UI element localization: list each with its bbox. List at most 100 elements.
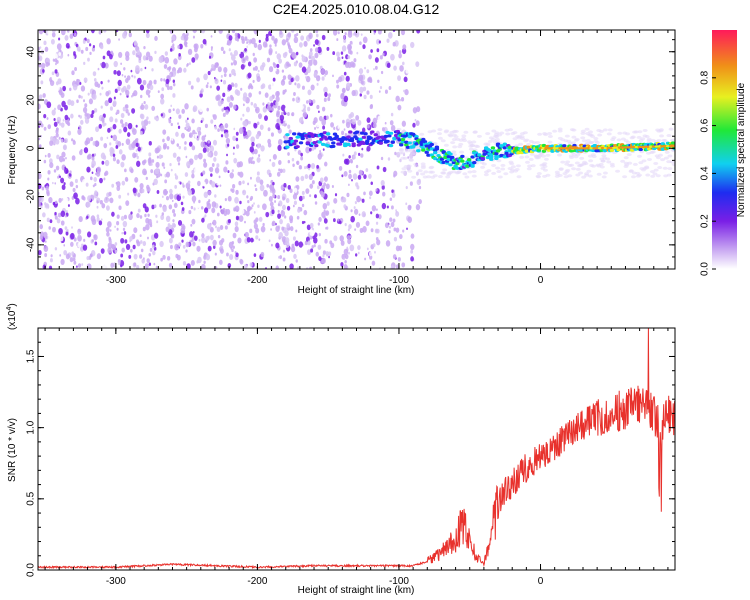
- spectrogram-noise-point: [178, 67, 183, 73]
- spectrogram-track-point: [448, 163, 453, 167]
- spectrogram-haze-point: [596, 172, 602, 176]
- spectrogram-noise-point: [163, 142, 167, 149]
- spectrogram-noise-point: [293, 200, 297, 206]
- spectrogram-noise-point: [58, 37, 61, 41]
- spectrogram-track-point: [385, 130, 390, 135]
- spectrogram-noise-point: [156, 115, 159, 118]
- spectrogram-noise-point: [349, 244, 355, 252]
- spectrogram-noise-point: [188, 117, 192, 122]
- spectrogram-noise-point: [149, 247, 153, 252]
- spectrogram-noise-point: [330, 122, 334, 128]
- spectrogram-track-point: [465, 164, 470, 168]
- spectrogram-noise-point: [110, 135, 113, 139]
- spectrogram-haze-point: [420, 162, 426, 166]
- spectrogram-haze-point: [570, 141, 576, 145]
- spectrogram-noise-point: [140, 240, 143, 244]
- spectrogram-haze-point: [437, 136, 443, 140]
- spectrogram-noise-point: [390, 205, 394, 210]
- spectrogram-noise-point: [253, 223, 258, 230]
- spectrogram-y-label: Frequency (Hz): [7, 116, 18, 185]
- spectrogram-haze-point: [526, 167, 532, 171]
- spectrogram-noise-point: [190, 36, 193, 40]
- spectrogram-haze-point: [519, 135, 525, 139]
- spectrogram-haze-point: [545, 153, 551, 157]
- spectrogram-noise-point: [211, 64, 215, 69]
- spectrogram-noise-point: [186, 32, 189, 37]
- spectrogram-noise-point: [145, 56, 149, 61]
- spectrogram-noise-point: [392, 41, 396, 47]
- spectrogram-noise-point: [372, 117, 378, 125]
- spectrogram-haze-point: [620, 137, 626, 141]
- spectrogram-haze-point: [462, 172, 468, 176]
- spectrogram-noise-point: [177, 54, 182, 61]
- spectrogram-noise-point: [82, 179, 87, 186]
- spectrogram-track-point: [433, 157, 438, 161]
- spectrogram-noise-point: [266, 183, 270, 188]
- spectrogram-noise-point: [287, 42, 290, 46]
- spectrogram-track-point: [288, 136, 294, 141]
- spectrogram-noise-point: [127, 122, 133, 130]
- spectrogram-noise-point: [278, 184, 281, 187]
- spectrogram-noise-point: [278, 168, 281, 172]
- spectrogram-noise-point: [376, 165, 380, 170]
- spectrogram-noise-point: [304, 174, 309, 180]
- spectrogram-noise-point: [145, 89, 151, 96]
- spectrogram-noise-point: [332, 51, 336, 56]
- spectrogram-y-tick-label: -20: [26, 189, 37, 204]
- spectrogram-noise-point: [288, 63, 291, 67]
- spectrogram-noise-point: [311, 145, 315, 151]
- spectrogram-noise-point: [242, 103, 245, 107]
- spectrogram-noise-point: [399, 65, 404, 72]
- spectrogram-noise-point: [276, 110, 280, 116]
- spectrogram-track-point: [638, 147, 643, 152]
- spectrogram-noise-point: [69, 181, 74, 187]
- spectrogram-noise-point: [116, 220, 120, 226]
- spectrogram-noise-point: [410, 41, 415, 49]
- spectrogram-haze-point: [567, 163, 573, 167]
- spectrogram-noise-point: [218, 30, 223, 34]
- spectrogram-noise-point: [141, 188, 145, 193]
- spectrogram-noise-point: [134, 177, 139, 183]
- spectrogram-noise-point: [224, 132, 229, 139]
- spectrogram-noise-point: [142, 226, 146, 232]
- spectrogram-noise-point: [358, 213, 361, 216]
- spectrogram-haze-point: [620, 159, 626, 163]
- spectrogram-noise-point: [242, 180, 245, 185]
- spectrogram-noise-point: [139, 182, 144, 189]
- spectrogram-noise-point: [228, 48, 231, 52]
- spectrogram-noise-point: [240, 35, 245, 41]
- spectrogram-noise-point: [129, 145, 133, 150]
- spectrogram-noise-point: [353, 32, 356, 36]
- spectrogram-noise-point: [80, 119, 84, 125]
- spectrogram-noise-point: [190, 205, 194, 210]
- spectrogram-noise-point: [116, 159, 120, 165]
- spectrogram-haze-point: [587, 154, 593, 158]
- spectrogram-noise-point: [359, 170, 363, 176]
- spectrogram-noise-point: [301, 220, 305, 225]
- spectrogram-haze-point: [615, 169, 621, 173]
- spectrogram-noise-point: [179, 193, 181, 197]
- spectrogram-noise-point: [175, 108, 181, 115]
- spectrogram-haze-point: [437, 128, 443, 132]
- spectrogram-noise-point: [221, 108, 224, 112]
- spectrogram-haze-point: [429, 170, 435, 174]
- spectrogram-noise-point: [148, 55, 153, 62]
- spectrogram-noise-point: [140, 113, 145, 120]
- spectrogram-noise-point: [123, 214, 128, 220]
- spectrogram-noise-point: [49, 258, 53, 263]
- spectrogram-noise-point: [316, 185, 320, 190]
- spectrogram-noise-point: [309, 194, 312, 198]
- spectrogram-noise-point: [38, 250, 42, 256]
- spectrogram-track-point: [346, 135, 351, 139]
- spectrogram-noise-point: [140, 67, 143, 72]
- spectrogram-noise-point: [181, 182, 185, 186]
- spectrogram-noise-point: [361, 211, 366, 218]
- spectrogram-noise-point: [153, 86, 157, 91]
- spectrogram-noise-point: [314, 52, 319, 59]
- spectrogram-haze-point: [662, 166, 668, 170]
- spectrogram-noise-point: [217, 66, 222, 73]
- spectrogram-noise-point: [70, 232, 75, 240]
- spectrogram-noise-point: [142, 257, 145, 260]
- spectrogram-noise-point: [288, 47, 293, 54]
- spectrogram-noise-point: [275, 225, 280, 232]
